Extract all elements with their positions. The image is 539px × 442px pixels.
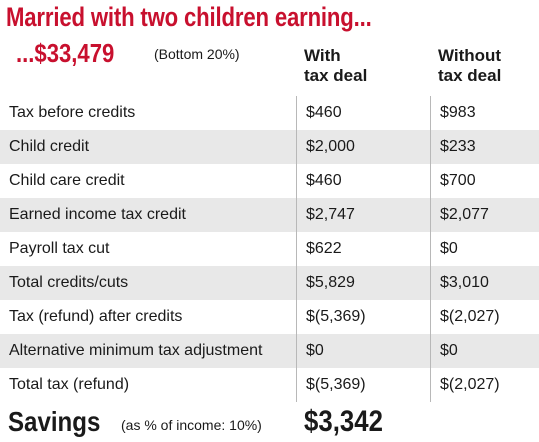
row-label: Child care credit (9, 172, 125, 189)
column-header-line: With (304, 46, 341, 65)
value-without-deal: $2,077 (440, 206, 489, 223)
row-label: Payroll tax cut (9, 240, 110, 257)
table-row: Alternative minimum tax adjustment $0 $0 (0, 334, 539, 368)
table-row: Total tax (refund) $(5,369) $(2,027) (0, 368, 539, 402)
row-label: Tax before credits (9, 104, 136, 121)
column-divider (430, 96, 431, 402)
value-with-deal: $460 (306, 172, 342, 189)
table-row: Earned income tax credit $2,747 $2,077 (0, 198, 539, 232)
value-with-deal: $(5,369) (306, 376, 366, 393)
column-header-line: tax deal (438, 66, 502, 85)
row-label: Total credits/cuts (9, 274, 129, 291)
savings-note: (as % of income: 10%) (121, 417, 262, 433)
value-with-deal: $2,000 (306, 138, 355, 155)
column-header-without-tax-deal: Without tax deal (438, 46, 501, 86)
value-with-deal: $5,829 (306, 274, 355, 291)
value-without-deal: $983 (440, 104, 476, 121)
column-divider (296, 96, 297, 402)
table-row: Child credit $2,000 $233 (0, 130, 539, 164)
income-percentile-note: (Bottom 20%) (154, 46, 240, 62)
row-label: Child credit (9, 138, 90, 155)
income-subtitle: ...$33,479 (Bottom 20%) (16, 38, 240, 69)
row-label: Alternative minimum tax adjustment (9, 342, 263, 359)
table-row: Tax (refund) after credits $(5,369) $(2,… (0, 300, 539, 334)
savings-value: $3,342 (304, 405, 383, 438)
value-with-deal: $622 (306, 240, 342, 257)
value-with-deal: $0 (306, 342, 324, 359)
tax-table: Tax before credits $460 $983 Child credi… (0, 96, 539, 402)
row-label: Total tax (refund) (9, 376, 130, 393)
value-without-deal: $0 (440, 342, 458, 359)
value-with-deal: $2,747 (306, 206, 355, 223)
value-without-deal: $(2,027) (440, 308, 500, 325)
row-label: Tax (refund) after credits (9, 308, 183, 325)
savings-row: Savings (as % of income: 10%) $3,342 (0, 402, 539, 442)
column-header-line: Without (438, 46, 502, 65)
table-row: Child care credit $460 $700 (0, 164, 539, 198)
table-row: Payroll tax cut $622 $0 (0, 232, 539, 266)
column-header-line: tax deal (304, 66, 368, 85)
value-without-deal: $(2,027) (440, 376, 500, 393)
value-with-deal: $(5,369) (306, 308, 366, 325)
value-without-deal: $233 (440, 138, 476, 155)
row-label: Earned income tax credit (9, 206, 186, 223)
value-without-deal: $0 (440, 240, 458, 257)
value-without-deal: $3,010 (440, 274, 489, 291)
table-row: Total credits/cuts $5,829 $3,010 (0, 266, 539, 300)
income-amount: ...$33,479 (16, 38, 115, 68)
savings-label: Savings (8, 406, 101, 437)
value-without-deal: $700 (440, 172, 476, 189)
value-with-deal: $460 (306, 104, 342, 121)
column-header-with-tax-deal: With tax deal (304, 46, 367, 86)
table-row: Tax before credits $460 $983 (0, 96, 539, 130)
page-title: Married with two children earning... (6, 2, 372, 32)
